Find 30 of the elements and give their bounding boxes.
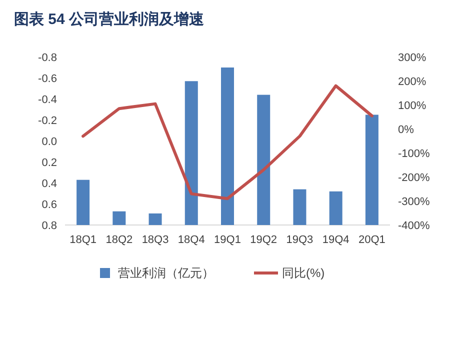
- y-tick-label: -0.6: [38, 73, 57, 85]
- y-tick-label: -0.4: [38, 94, 57, 106]
- legend-label: 同比(%): [282, 266, 325, 280]
- y-tick-label: 0.2: [42, 157, 57, 169]
- y2-tick-label: -300%: [398, 196, 430, 208]
- legend-label: 营业利润（亿元）: [118, 266, 214, 280]
- x-tick-label: 19Q1: [214, 234, 241, 246]
- x-tick-label: 18Q3: [142, 234, 169, 246]
- y2-tick-label: -400%: [398, 220, 430, 232]
- x-tick-label: 19Q3: [286, 234, 314, 246]
- line-series: [82, 84, 374, 200]
- y2-tick-label: 0%: [398, 124, 414, 136]
- chart-title: 图表 54 公司营业利润及增速: [14, 10, 206, 28]
- y2-tick-label: 100%: [398, 100, 426, 112]
- x-tick-label: 19Q2: [250, 234, 278, 246]
- y2-tick-label: -200%: [398, 172, 430, 184]
- x-tick-label: 18Q2: [106, 234, 133, 246]
- y-tick-label: 0.0: [42, 136, 57, 148]
- y-tick-label: -0.2: [38, 115, 57, 127]
- y-tick-label: -0.8: [38, 52, 57, 64]
- y2-tick-label: 200%: [398, 76, 426, 88]
- y2-tick-label: 300%: [398, 52, 426, 64]
- y-tick-label: 0.4: [42, 178, 57, 190]
- y-tick-label: 0.8: [42, 220, 57, 232]
- x-tick-label: 19Q4: [322, 234, 350, 246]
- x-tick-label: 20Q1: [358, 234, 386, 246]
- y2-tick-label: -100%: [398, 148, 430, 160]
- y-tick-label: 0.6: [42, 199, 57, 211]
- x-tick-label: 18Q4: [178, 234, 205, 246]
- x-tick-label: 18Q1: [70, 234, 97, 246]
